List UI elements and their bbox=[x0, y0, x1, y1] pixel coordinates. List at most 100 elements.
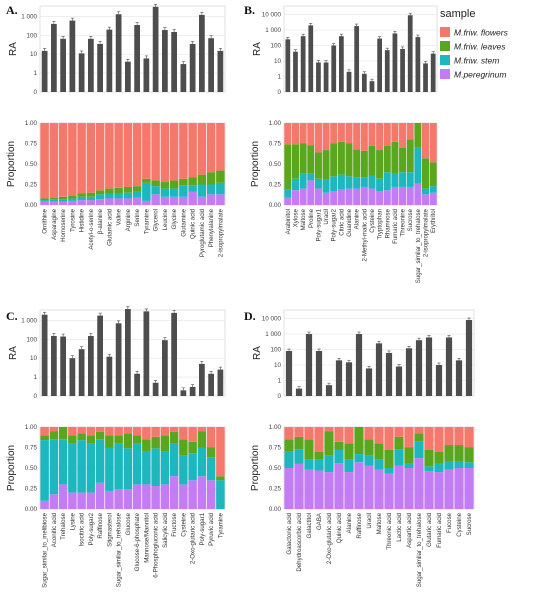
category-label: Ornithine bbox=[42, 208, 49, 233]
prop-segment bbox=[376, 123, 384, 151]
ra-bar bbox=[385, 352, 393, 396]
ra-bar bbox=[465, 320, 473, 396]
prop-segment bbox=[95, 427, 105, 432]
prop-segment bbox=[142, 484, 151, 509]
prop-segment bbox=[464, 462, 474, 468]
prop-segment bbox=[324, 472, 334, 509]
prop-segment bbox=[95, 123, 105, 191]
prop-segment bbox=[404, 463, 414, 468]
prop-segment bbox=[304, 439, 314, 460]
prop-segment bbox=[49, 197, 59, 200]
prop-segment bbox=[294, 463, 304, 509]
prop-segment bbox=[383, 190, 391, 205]
prop-segment bbox=[132, 123, 142, 187]
prop-segment bbox=[368, 188, 376, 205]
legend-label-peregrinum: M.peregrinum bbox=[454, 70, 506, 80]
prop-segment bbox=[49, 431, 59, 440]
prop-segment bbox=[337, 123, 345, 142]
prop-segment bbox=[330, 123, 338, 144]
prop-segment bbox=[49, 494, 59, 509]
prop-segment bbox=[160, 196, 170, 205]
ra-tick-label: 100 bbox=[270, 43, 281, 50]
ra-bar bbox=[355, 334, 363, 396]
category-label: Fumaric acid bbox=[392, 209, 399, 244]
prop-segment bbox=[142, 427, 151, 440]
category-label: Glucose bbox=[125, 512, 132, 535]
category-label: Aconitic acid bbox=[51, 513, 58, 547]
prop-segment bbox=[345, 188, 353, 205]
prop-segment bbox=[123, 489, 133, 509]
ra-bar bbox=[425, 337, 433, 396]
prop-segment bbox=[464, 427, 474, 448]
category-label: 2-isopropylmalate bbox=[217, 208, 224, 257]
prop-segment bbox=[314, 152, 322, 179]
prop-segment bbox=[454, 445, 464, 462]
ra-bar bbox=[115, 323, 122, 396]
prop-segment bbox=[105, 435, 114, 448]
prop-tick-label: 0.00 bbox=[269, 506, 282, 513]
category-label: Isocitric acid bbox=[79, 513, 86, 547]
ra-bar bbox=[285, 351, 293, 396]
prop-segment bbox=[160, 182, 170, 189]
prop-tick-label: 0.50 bbox=[25, 465, 38, 472]
prop-y-axis-label: Proportion bbox=[6, 141, 17, 187]
prop-segment bbox=[77, 193, 86, 197]
prop-tick-label: 0.50 bbox=[269, 465, 282, 472]
prop-segment bbox=[114, 187, 123, 194]
prop-segment bbox=[324, 427, 334, 432]
prop-segment bbox=[299, 143, 307, 174]
ra-bar bbox=[78, 349, 85, 396]
prop-segment bbox=[86, 435, 96, 444]
panel-label: A. bbox=[6, 3, 18, 17]
ra-plot-area bbox=[283, 5, 438, 93]
prop-segment bbox=[314, 123, 322, 153]
category-label: Sucrose bbox=[466, 512, 473, 535]
ra-bar bbox=[375, 343, 383, 396]
prop-y-axis-label: Proportion bbox=[6, 445, 17, 491]
prop-segment bbox=[422, 123, 430, 159]
prop-segment bbox=[374, 459, 384, 470]
ra-y-axis-label: RA bbox=[8, 42, 19, 56]
legend-label-leaves: M.friw. leaves bbox=[454, 42, 506, 52]
prop-segment bbox=[160, 484, 170, 509]
category-label: 2-Oxo-glutaric acid bbox=[190, 513, 197, 564]
prop-segment bbox=[68, 492, 77, 509]
prop-segment bbox=[142, 182, 151, 201]
prop-segment bbox=[394, 465, 404, 509]
category-label: Poly-sugar2 bbox=[88, 512, 95, 545]
ra-bar bbox=[435, 365, 443, 396]
category-label: Mannose/Mannitol bbox=[143, 513, 150, 563]
prop-segment bbox=[384, 449, 394, 468]
prop-segment bbox=[399, 186, 407, 205]
category-label: Guanidine bbox=[346, 208, 353, 236]
prop-segment bbox=[160, 435, 170, 452]
ra-bar bbox=[365, 368, 373, 396]
category-label: Asparagine bbox=[51, 208, 58, 239]
prop-segment bbox=[123, 427, 133, 434]
prop-segment bbox=[384, 427, 394, 450]
prop-segment bbox=[368, 175, 376, 189]
ra-bar bbox=[361, 73, 367, 92]
prop-segment bbox=[40, 200, 49, 202]
prop-segment bbox=[197, 476, 207, 509]
prop-segment bbox=[314, 178, 322, 189]
category-label: Sugar_similar_to_trehalose bbox=[415, 208, 422, 283]
prop-segment bbox=[132, 197, 142, 205]
category-label: Valine bbox=[116, 208, 123, 225]
prop-segment bbox=[206, 194, 216, 205]
prop-segment bbox=[105, 490, 114, 509]
prop-segment bbox=[345, 176, 353, 189]
prop-segment bbox=[179, 484, 188, 509]
prop-segment bbox=[86, 443, 96, 493]
prop-segment bbox=[422, 188, 430, 195]
prop-segment bbox=[132, 186, 142, 192]
prop-segment bbox=[179, 185, 188, 197]
prop-segment bbox=[179, 455, 188, 485]
prop-segment bbox=[330, 191, 338, 205]
prop-segment bbox=[179, 427, 188, 440]
prop-segment bbox=[95, 439, 105, 483]
prop-segment bbox=[68, 427, 77, 436]
prop-segment bbox=[58, 439, 68, 485]
prop-segment bbox=[291, 190, 299, 205]
ra-tick-label: 1 000 bbox=[265, 27, 281, 34]
